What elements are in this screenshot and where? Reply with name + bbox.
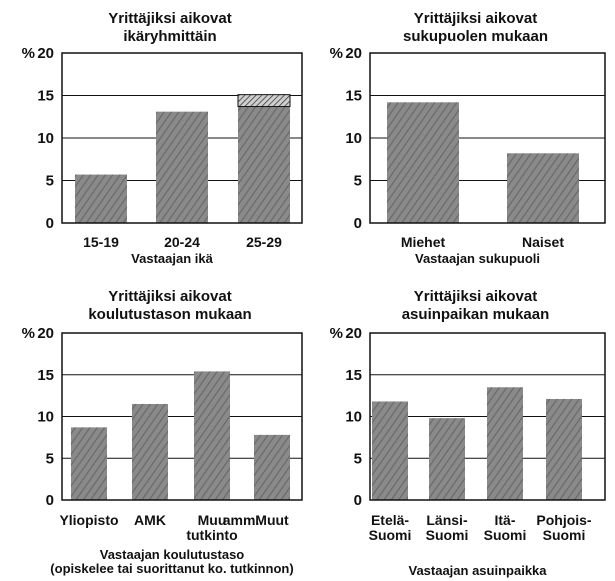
bar	[254, 434, 290, 500]
bar	[156, 111, 208, 223]
chart-subtitle: sukupuolen mukaan	[402, 28, 549, 45]
y-tick-label: 20	[37, 325, 54, 342]
category-label: amm.	[223, 512, 260, 528]
y-tick-label: 10	[37, 130, 54, 147]
chart-title: Yrittäjiksi aikovat	[108, 288, 232, 305]
bar	[429, 418, 465, 500]
category-label: Muut	[255, 512, 289, 528]
y-unit-label: %	[330, 45, 343, 62]
x-axis-label: Vastaajan koulutustaso	[100, 547, 245, 562]
x-axis-label: Vastaajan ikä	[131, 251, 213, 266]
y-tick-label: 20	[37, 45, 54, 62]
y-tick-label: 0	[46, 492, 54, 509]
chart-subtitle: koulutustason mukaan	[88, 306, 252, 323]
y-unit-label: %	[22, 325, 35, 342]
category-label: tutkinto	[186, 527, 237, 543]
category-label: Itä-	[495, 512, 516, 528]
y-tick-label: 20	[345, 45, 362, 62]
bar	[71, 427, 107, 500]
category-label: Pohjois-	[536, 512, 592, 528]
y-tick-label: 15	[37, 367, 54, 384]
chart-title: Yrittäjiksi aikovat	[108, 10, 232, 27]
category-label: Miehet	[401, 234, 446, 250]
y-tick-label: 0	[46, 215, 54, 232]
y-tick-label: 0	[354, 215, 362, 232]
bar-chart-residence: 05101520%Etelä-SuomiLänsi-SuomiItä-Suomi…	[330, 325, 606, 578]
x-axis-label: Vastaajan sukupuoli	[415, 251, 540, 266]
category-label: Suomi	[543, 527, 586, 543]
bar	[132, 403, 168, 500]
y-tick-label: 5	[354, 450, 362, 467]
chart-subtitle: ikäryhmittäin	[123, 28, 217, 45]
chart-panel-residence: Yrittäjiksi aikovat asuinpaikan mukaan 0…	[308, 283, 615, 581]
category-label: 25-29	[246, 234, 282, 250]
chart-subtitle: asuinpaikan mukaan	[401, 306, 550, 323]
chart-panel-education: Yrittäjiksi aikovat koulutustason mukaan…	[0, 283, 310, 581]
bar	[387, 102, 459, 223]
plot-frame	[61, 52, 303, 224]
bar	[194, 371, 230, 500]
y-tick-label: 0	[354, 492, 362, 509]
plot-frame	[369, 332, 606, 501]
bar	[487, 387, 523, 500]
chart-panel-age: Yrittäjiksi aikovat ikäryhmittäin 0 5 10 15…	[0, 0, 310, 290]
plot-frame	[369, 52, 606, 224]
bar	[75, 174, 127, 223]
category-label: Suomi	[369, 527, 412, 543]
y-tick-label: 10	[345, 409, 362, 426]
y-tick-label: 20	[345, 325, 362, 342]
category-label: 20-24	[164, 234, 200, 250]
chart-panel-gender: Yrittäjiksi aikovat sukupuolen mukaan 0 5…	[308, 0, 615, 290]
category-label: 15-19	[83, 234, 119, 250]
y-tick-label: 5	[46, 173, 54, 190]
category-label: Länsi-	[426, 512, 468, 528]
y-tick-label: 10	[345, 130, 362, 147]
plot-frame	[61, 332, 303, 501]
category-label: Yliopisto	[59, 512, 118, 528]
y-unit-label: %	[330, 325, 343, 342]
chart-title: Yrittäjiksi aikovat	[413, 10, 538, 27]
y-tick-label: 15	[345, 88, 362, 105]
category-label: Suomi	[484, 527, 527, 543]
chart-title: Yrittäjiksi aikovat	[413, 288, 538, 305]
category-label: Etelä-	[371, 512, 409, 528]
x-axis-label: Vastaajan asuinpaikka	[408, 563, 547, 578]
y-tick-label: 5	[354, 173, 362, 190]
category-label: Naiset	[522, 234, 564, 250]
y-unit-label: %	[22, 45, 35, 62]
category-label: Muu	[198, 512, 227, 528]
category-label: AMK	[134, 512, 166, 528]
x-axis-label: (opiskelee tai suorittanut ko. tutkinnon…	[50, 561, 293, 576]
bar	[238, 106, 290, 223]
bar	[507, 153, 579, 223]
bar	[546, 398, 582, 500]
bar-segment	[237, 94, 291, 108]
y-tick-label: 5	[46, 450, 54, 467]
y-tick-label: 15	[37, 88, 54, 105]
bar	[372, 401, 408, 500]
y-tick-label: 15	[345, 367, 362, 384]
category-label: Suomi	[426, 527, 469, 543]
bar-chart-age: 0 5 10 15 20% 15-19 20-24 25-29 Vastaajan ikä	[22, 45, 303, 266]
y-tick-label: 10	[37, 409, 54, 426]
